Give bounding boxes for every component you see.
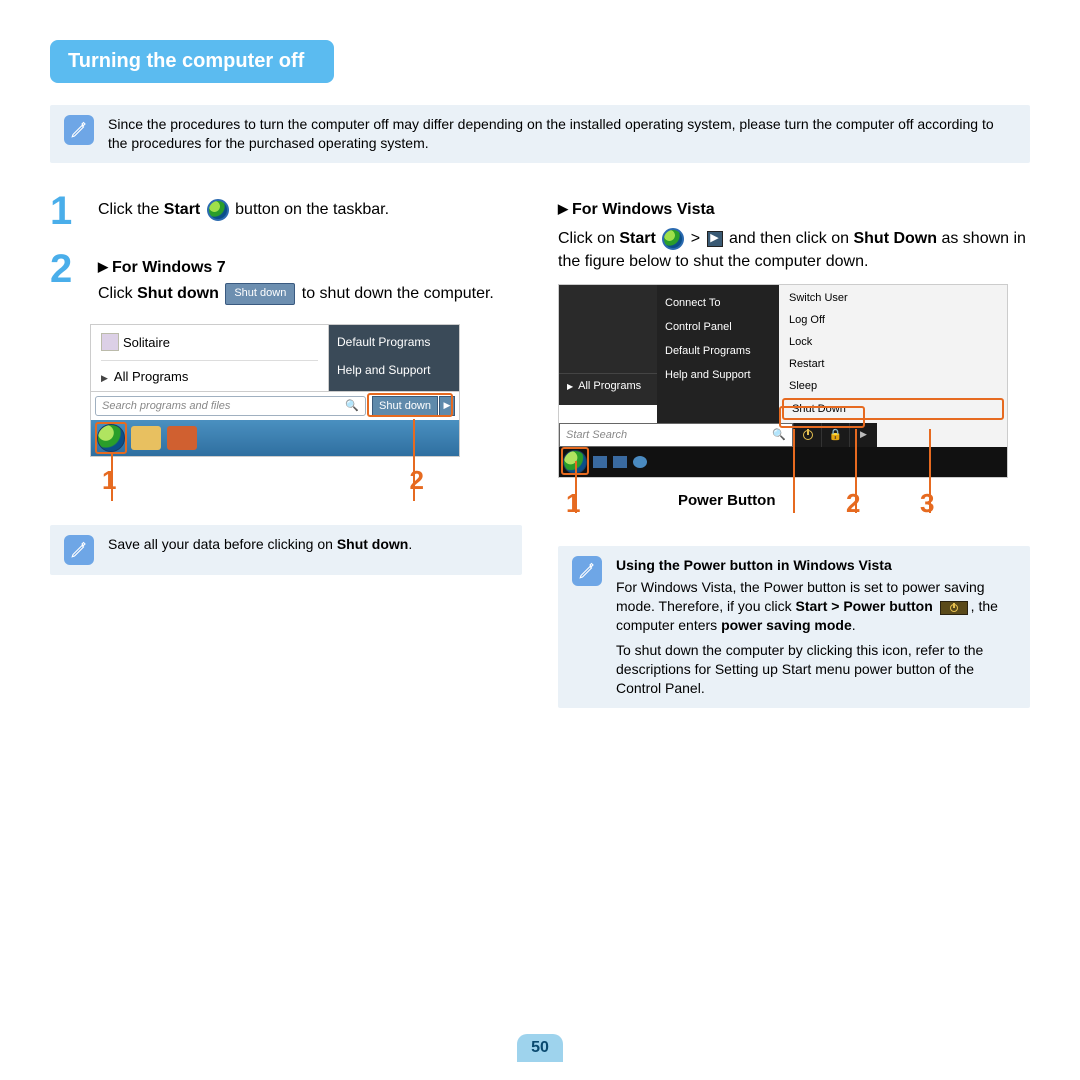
page-title: Turning the computer off (50, 40, 334, 83)
win7-start-orb-icon (97, 424, 125, 452)
intro-note: Since the procedures to turn the compute… (50, 105, 1030, 163)
vista-switch-user: Switch User (779, 287, 1007, 309)
step1-start-bold: Start (164, 201, 200, 218)
vista-control-panel: Control Panel (665, 315, 771, 339)
vista-default-programs: Default Programs (665, 339, 771, 363)
vista-note-title: Using the Power button in Windows Vista (616, 557, 892, 573)
vista-search-box: Start Search 🔍 (559, 423, 793, 447)
vista-note-p2: To shut down the computer by clicking th… (616, 641, 1016, 698)
win7-callout-1: 1 (102, 465, 116, 496)
vista-log-off: Log Off (779, 309, 1007, 331)
win7-search-box: Search programs and files 🔍 (95, 396, 366, 416)
win7-all-programs: All Programs (101, 361, 318, 384)
vista-taskbar (559, 447, 1007, 477)
intro-note-text: Since the procedures to turn the compute… (108, 115, 1016, 153)
vista-power-button-icon (793, 423, 821, 447)
vista-power-label: Power Button (678, 492, 776, 509)
start-orb-icon (662, 228, 684, 250)
vista-sleep: Sleep (779, 375, 1007, 397)
vista-lock: Lock (779, 331, 1007, 353)
step-2-number: 2 (50, 249, 90, 289)
page-number: 50 (517, 1034, 563, 1062)
vista-screenshot: All Programs Connect To Control Panel De… (558, 284, 1008, 478)
win7-help-support: Help and Support (337, 363, 451, 377)
vista-power-note: Using the Power button in Windows Vista … (558, 546, 1030, 708)
pencil-icon (64, 115, 94, 145)
vista-heading: ▶For Windows Vista (558, 199, 1030, 221)
step1-text-a: Click the (98, 201, 164, 218)
win7-default-programs: Default Programs (337, 335, 451, 349)
step-2-win7: 2 ▶For Windows 7 Click Shut down Shut do… (50, 249, 522, 306)
win7-callout-2: 2 (410, 465, 424, 496)
win7-heading: ▶For Windows 7 (98, 257, 494, 279)
right-column: ▶For Windows Vista Click on Start > ▶ an… (558, 191, 1030, 736)
start-orb-icon (207, 199, 229, 221)
taskbar-icon (131, 426, 161, 450)
vista-connect-to: Connect To (665, 291, 771, 315)
pencil-icon (572, 556, 602, 586)
arrow-chip-icon: ▶ (707, 231, 723, 247)
power-chip-icon (940, 601, 968, 615)
taskbar-mini-icon (613, 456, 627, 468)
step-1: 1 Click the Start button on the taskbar. (50, 191, 522, 231)
step-1-number: 1 (50, 191, 90, 231)
shutdown-chip-icon: Shut down (225, 283, 295, 304)
vista-shut-down-item: Shut Down (782, 398, 1004, 420)
vista-all-programs: All Programs (559, 373, 657, 398)
taskbar-mini-icon (593, 456, 607, 468)
win7-solitaire-item: Solitaire (101, 331, 318, 361)
win7-taskbar (91, 420, 459, 456)
win7-screenshot: Solitaire All Programs Default Programs … (90, 324, 460, 457)
win7-save-note: Save all your data before clicking on Sh… (50, 525, 522, 575)
taskbar-icon (167, 426, 197, 450)
vista-lock-button-icon: 🔒 (821, 423, 849, 447)
win7-shutdown-arrow: ▶ (439, 396, 455, 416)
vista-help-support: Help and Support (665, 363, 771, 387)
vista-arrow-button-icon: ▶ (849, 423, 877, 447)
vista-restart: Restart (779, 353, 1007, 375)
left-column: 1 Click the Start button on the taskbar.… (50, 191, 522, 736)
pencil-icon (64, 535, 94, 565)
win7-shutdown-button: Shut down (372, 396, 438, 416)
vista-callout-2: 2 (846, 488, 860, 519)
vista-callout-3: 3 (920, 488, 934, 519)
taskbar-mini-icon (633, 456, 647, 468)
step1-text-c: button on the taskbar. (231, 201, 389, 218)
vista-callout-1: 1 (566, 488, 580, 519)
